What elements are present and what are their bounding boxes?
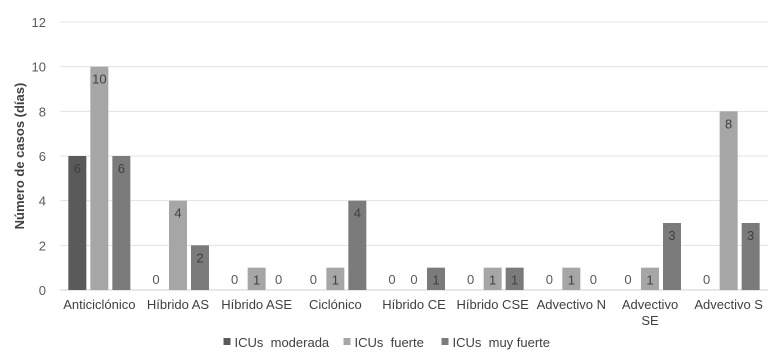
data-label: 1 <box>511 273 518 288</box>
legend-item: ICUs fuerte <box>343 335 424 350</box>
data-label: 1 <box>253 273 260 288</box>
data-label: 0 <box>275 272 282 287</box>
legend-swatch <box>223 338 231 345</box>
bar <box>505 267 524 290</box>
x-tick-labels: Anticiclónico Híbrido AS Híbrido ASE Ciclón… <box>63 297 763 328</box>
x-tick-label-line: Híbrido AS <box>147 297 209 312</box>
data-label: 0 <box>703 272 710 287</box>
x-tick-label: Ciclónico <box>309 297 362 312</box>
y-tick-label: 8 <box>39 104 46 119</box>
bar <box>169 200 187 290</box>
y-tick-labels: 0 2 4 6 8 10 12 <box>32 15 46 298</box>
bar <box>90 66 109 291</box>
legend-label: ICUs muy fuerte <box>453 335 551 350</box>
data-label: 6 <box>74 161 81 176</box>
y-tick-label: 2 <box>39 238 46 253</box>
x-tick-label-line: Ciclónico <box>309 297 362 312</box>
legend-label: ICUs fuerte <box>355 335 424 350</box>
data-label: 0 <box>410 272 417 287</box>
data-label: 0 <box>310 272 317 287</box>
data-label: 10 <box>92 72 106 87</box>
data-label: 0 <box>546 272 553 287</box>
data-label: 0 <box>624 272 631 287</box>
x-tick-label: Híbrido ASE <box>221 297 292 312</box>
data-label: 6 <box>118 161 125 176</box>
bar <box>562 267 581 290</box>
y-tick-label: 12 <box>32 15 46 30</box>
bar <box>326 267 345 290</box>
x-tick-label-line: Híbrido CE <box>382 297 446 312</box>
data-label: 0 <box>467 272 474 287</box>
data-label: 1 <box>568 273 575 288</box>
bars <box>68 66 760 291</box>
x-tick-label: Híbrido CSE <box>457 297 530 312</box>
data-label: 1 <box>432 273 439 288</box>
x-tick-label-line: Advectivo S <box>694 297 763 312</box>
y-tick-label: 10 <box>32 60 46 75</box>
x-tick-label-line: Híbrido ASE <box>221 297 292 312</box>
x-tick-label-line: SE <box>641 313 659 328</box>
x-tick-label: Advectivo S <box>694 297 763 312</box>
x-tick-label-line: Anticiclónico <box>63 297 135 312</box>
data-label: 0 <box>590 272 597 287</box>
data-label: 8 <box>725 116 732 131</box>
data-label: 0 <box>152 272 159 287</box>
data-label: 1 <box>646 273 653 288</box>
data-label: 4 <box>174 206 181 221</box>
x-tick-label: Anticiclónico <box>63 297 135 312</box>
bar <box>641 267 659 290</box>
data-label: 0 <box>231 272 238 287</box>
bar <box>348 200 367 290</box>
data-label: 3 <box>747 228 754 243</box>
bar <box>68 156 87 290</box>
legend-item: ICUs moderada <box>223 335 330 350</box>
bar <box>112 156 131 290</box>
data-label: 1 <box>489 273 496 288</box>
x-tick-label: Híbrido AS <box>147 297 209 312</box>
x-tick-label: Advectivo N <box>537 297 606 312</box>
gridlines <box>60 21 768 246</box>
bar <box>191 245 209 290</box>
bar <box>741 223 760 290</box>
bar <box>427 267 445 290</box>
bar <box>663 223 681 290</box>
data-label: 3 <box>668 228 675 243</box>
legend-swatch <box>441 338 449 345</box>
data-label: 2 <box>196 250 203 265</box>
y-axis-label: Número de casos (días) <box>12 83 27 230</box>
x-tick-label: Advectivo SE <box>622 297 678 328</box>
legend-label: ICUs moderada <box>235 335 330 350</box>
data-label: 4 <box>354 206 361 221</box>
y-tick-label: 4 <box>39 194 46 209</box>
x-tick-label-line: Híbrido CSE <box>457 297 530 312</box>
x-tick-label: Híbrido CE <box>382 297 446 312</box>
legend-item: ICUs muy fuerte <box>441 335 551 350</box>
bar <box>483 267 502 290</box>
x-tick-label-line: Advectivo N <box>537 297 606 312</box>
bar <box>719 111 738 290</box>
legend: ICUs moderada ICUs fuerte ICUs muy fuerte <box>223 335 551 350</box>
data-label: 1 <box>332 273 339 288</box>
y-tick-label: 0 <box>39 283 46 298</box>
legend-swatch <box>343 338 351 345</box>
y-tick-label: 6 <box>39 149 46 164</box>
x-tick-label-line: Advectivo <box>622 297 678 312</box>
data-label: 0 <box>388 272 395 287</box>
bar <box>247 267 266 290</box>
